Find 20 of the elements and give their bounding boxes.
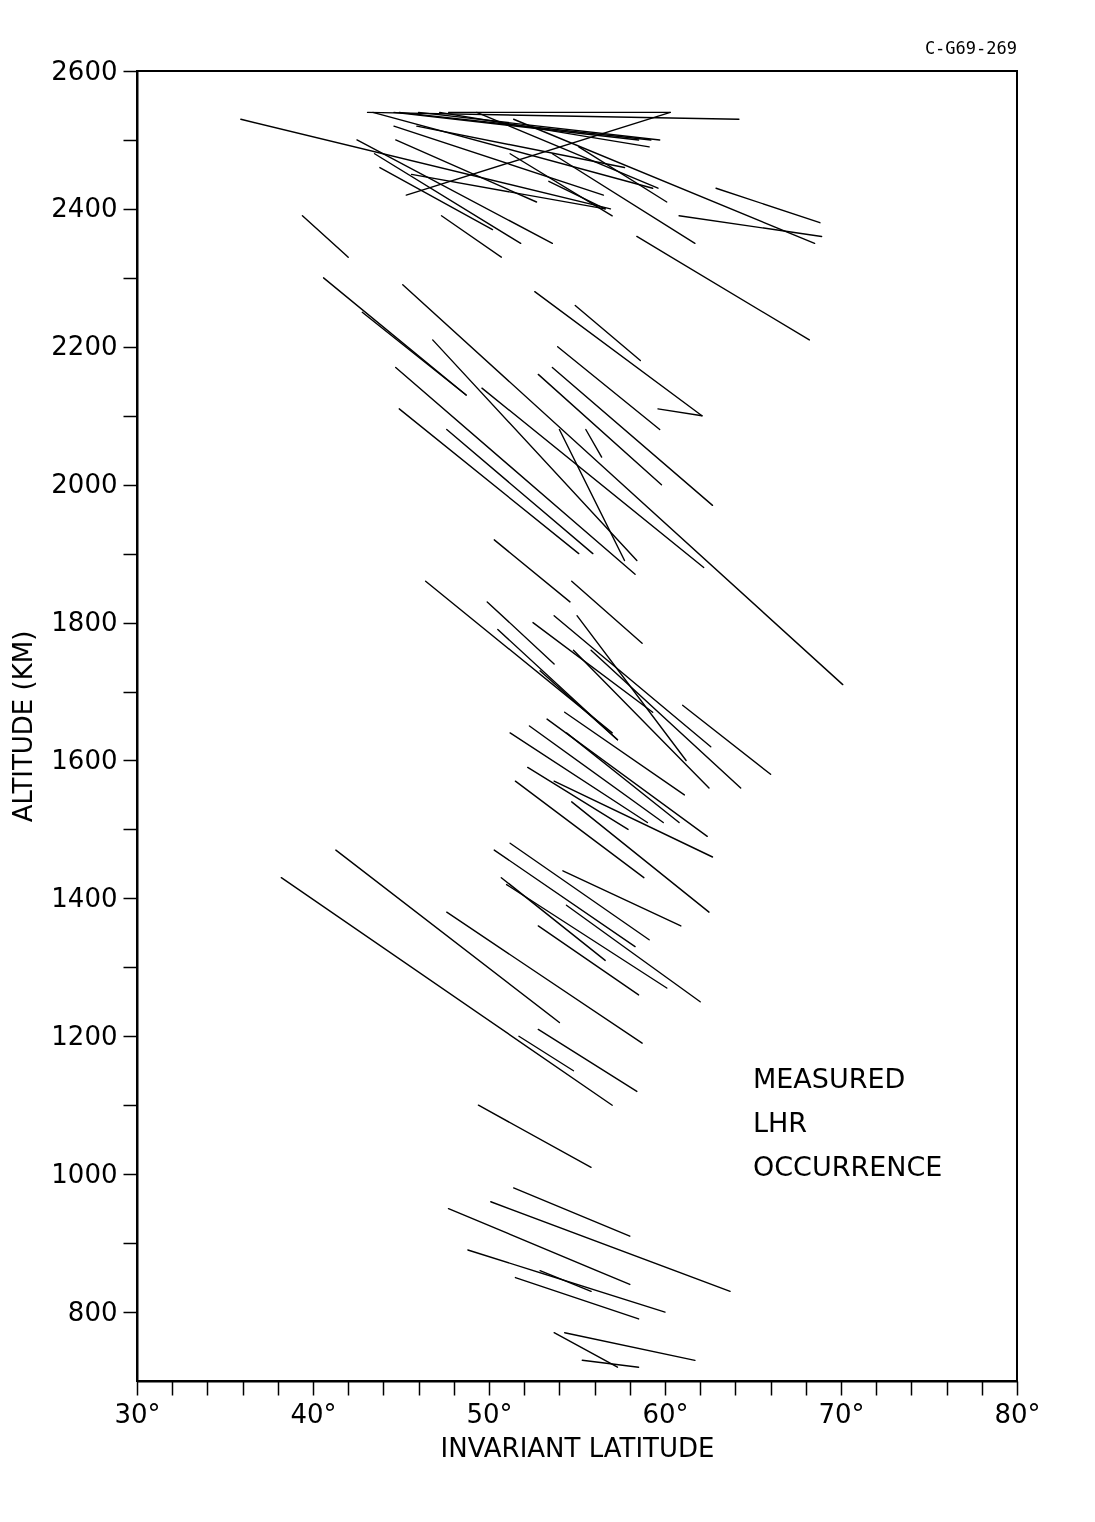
y-tick-label: 2400 <box>51 193 118 224</box>
x-tick-label: 40° <box>290 1398 337 1429</box>
y-tick-label: 2600 <box>51 55 118 86</box>
annotation: MEASURED LHR OCCURRENCE <box>753 1062 943 1182</box>
y-tick-label: 1600 <box>51 744 118 775</box>
y-tick-label: 800 <box>67 1296 118 1327</box>
x-axis-title: INVARIANT LATITUDE <box>440 1432 715 1463</box>
x-tick-label: 80° <box>994 1398 1041 1429</box>
x-tick-label: 60° <box>642 1398 689 1429</box>
x-tick-label: 70° <box>818 1398 865 1429</box>
text: C-G69-269 <box>924 38 1017 58</box>
x-tick-label: 50° <box>466 1398 513 1429</box>
y-tick-label: 2200 <box>51 331 118 362</box>
y-axis-title: ALTITUDE (KM) <box>8 630 39 823</box>
y-tick-label: 1800 <box>51 607 118 638</box>
y-tick-label: 1000 <box>51 1158 118 1189</box>
y-tick-label: 1200 <box>51 1020 118 1051</box>
y-tick-label: 2000 <box>51 469 118 500</box>
x-tick-label: 30° <box>114 1398 161 1429</box>
y-tick-label: 1400 <box>51 882 118 913</box>
